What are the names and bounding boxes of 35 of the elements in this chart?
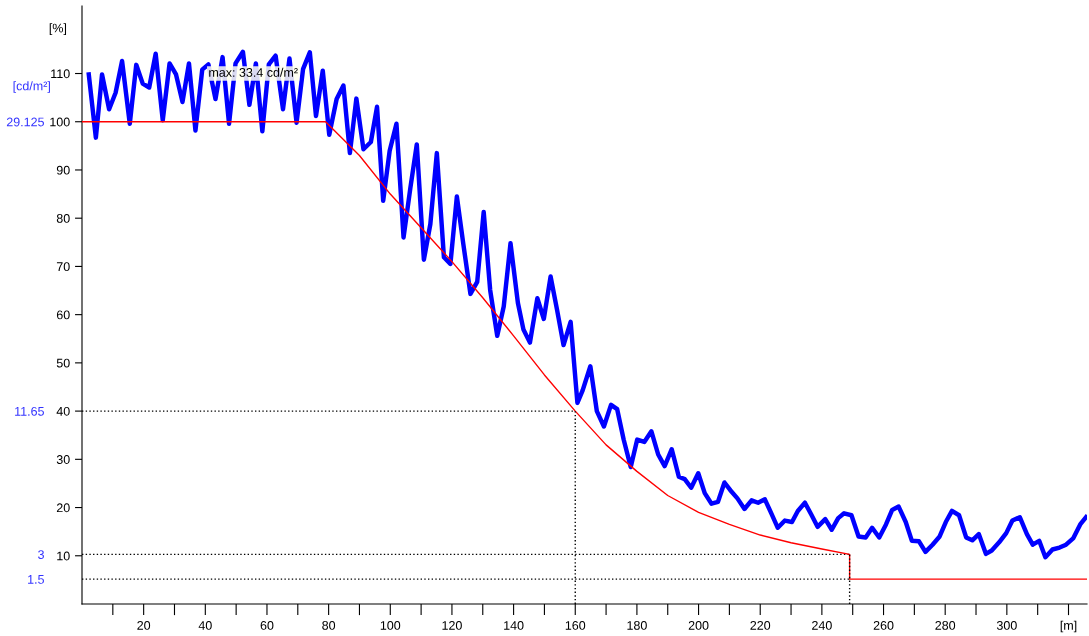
x-tick-label: 160	[565, 621, 586, 630]
line-series	[86, 49, 1087, 560]
x-tick-label: 220	[750, 621, 771, 630]
x-tick-label: 300	[996, 621, 1017, 630]
y2-tick-label: 3	[38, 550, 44, 559]
y-tick-label: 20	[56, 503, 70, 513]
y-tick-label: 100	[50, 117, 70, 127]
y2-axis-title: [cd/m²]	[13, 81, 50, 93]
y-tick-label: 60	[56, 310, 70, 320]
x-tick-label: 80	[322, 621, 336, 630]
x-tick-label: 100	[380, 621, 401, 630]
x-tick-label: 140	[504, 621, 524, 630]
x-tick-label: 40	[198, 621, 212, 630]
x-tick-label: 260	[873, 621, 894, 630]
x-tick-label: [m]	[1060, 620, 1077, 633]
y-tick-label: 110	[51, 69, 70, 79]
x-tick-label: 280	[935, 621, 956, 630]
x-tick-label: 20	[137, 621, 151, 630]
x-tick-label: 240	[812, 621, 832, 630]
y-tick-label: 10	[57, 551, 70, 561]
x-tick-label: 120	[442, 621, 462, 630]
y-tick-label: 40	[56, 406, 70, 416]
y-tick-label: 90	[56, 165, 70, 175]
y-axis-title: [%]	[49, 23, 67, 35]
y-tick-label: 30	[56, 455, 70, 464]
y-tick-label: 70	[56, 262, 70, 272]
y-tick-label: 50	[56, 358, 70, 368]
annotation: max: 33.4 cd/m²	[209, 67, 298, 77]
y2-tick-label: 29.125	[6, 117, 44, 127]
y-tick-label: 80	[56, 213, 70, 223]
y2-tick-label: 1.5	[28, 575, 44, 584]
y2-tick-label: 11.65	[15, 406, 44, 416]
x-tick-label: 180	[627, 621, 647, 630]
x-tick-label: 200	[688, 621, 709, 630]
x-tick-label: 60	[260, 621, 274, 630]
